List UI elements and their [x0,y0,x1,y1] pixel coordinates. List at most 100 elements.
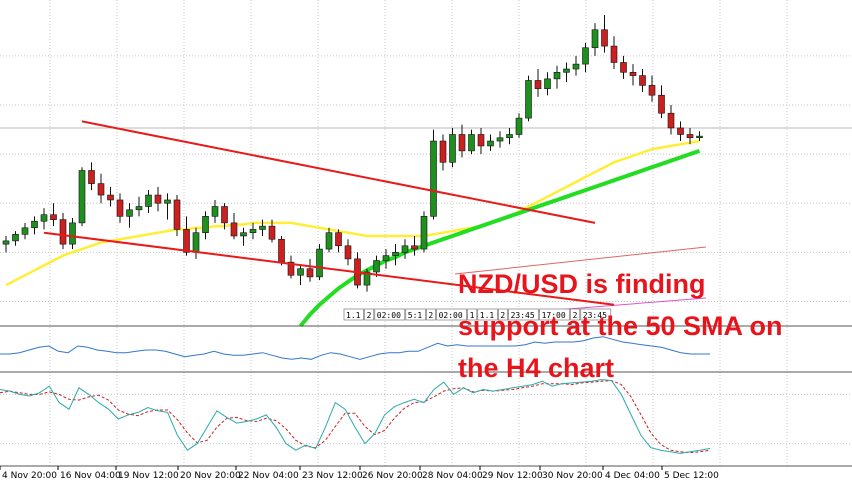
candle-body [667,112,675,129]
candle-body [21,227,29,235]
price-tag-label: 1.1 [480,311,495,320]
price-tag-label: 2 [428,311,433,320]
candle-body [221,206,228,224]
candle-body [610,45,618,63]
candle-body [620,62,627,73]
annotation-line: support at the 50 SMA on [458,311,783,341]
price-tag-label: 2 [573,311,578,320]
candle-body [192,232,200,253]
annotation-line: the H4 chart [458,353,614,383]
candle-body [363,271,371,286]
candle-body [335,232,342,247]
candle-body [173,199,181,230]
candle-body [31,220,38,229]
x-tick-label: 4 Nov 20:00 [2,471,57,481]
channel-line-lower [43,231,615,306]
candlestick-series [2,15,703,292]
price-grid [0,0,852,466]
candle-body [458,134,466,152]
candle-body [382,255,390,261]
candle-body [183,229,190,253]
candle-body [544,78,551,89]
price-tag-box [498,308,508,321]
candle-body [69,222,76,245]
annotation: NZD/USD is finding support at the 50 SMA … [458,269,783,383]
candle-body [211,206,219,217]
rsi-pane [0,336,710,360]
price-tag-label: 23:45 [511,311,535,320]
price-tag-box [405,308,426,321]
stoch-signal-line [0,379,711,454]
x-tick-label: 23 Nov 12:00 [302,471,363,481]
candle-body [107,194,114,201]
candle-body [88,170,95,184]
candle-body [306,268,314,278]
candle-body [297,268,304,276]
candle-body [430,140,437,217]
candle-body [439,140,447,163]
price-tag-box [364,308,375,321]
pane-separators [0,325,852,467]
price-tag-box [477,308,498,321]
candle-body [344,245,352,260]
x-tick-label: 29 Nov 12:00 [482,471,543,481]
candle-body [259,225,266,230]
candle-body [59,219,67,245]
annotation-line: NZD/USD is finding [458,269,705,299]
candle-body [591,29,599,49]
candle-body [572,63,580,70]
candle-body [78,170,86,224]
price-tag-label: 23:45 [583,311,607,320]
price-tag-label: 02:00 [377,311,401,320]
candle-body [411,245,418,250]
rsi-line [0,336,710,360]
candle-body [449,134,456,163]
candle-body [639,75,646,86]
candle-body [582,47,589,65]
price-tag-label: 2 [367,311,372,320]
candle-body [629,71,637,76]
candle-body [278,238,285,263]
candle-body [268,225,276,240]
candle-body [477,134,485,147]
price-tag-box [436,308,467,321]
candle-body [2,240,10,245]
price-tag-box [570,308,581,321]
price-tag-label: 02:00 [439,311,463,320]
price-tag-label: 1.1 [346,311,361,320]
candle-body [401,245,409,253]
candle-body [40,214,48,222]
price-tag-box [343,308,364,321]
candle-body [126,209,133,217]
price-tag-box [539,308,570,321]
price-tag-box [580,308,612,321]
candle-body [677,127,684,135]
candle-body [240,232,247,237]
price-tag-box [426,308,436,321]
candle-body [658,94,665,114]
candle-body [145,194,152,207]
candle-body [420,216,428,250]
candle-body [525,80,532,119]
candle-body [553,71,561,80]
sma50-line [5,139,700,287]
candle-body [496,137,504,142]
band-line-upper [454,246,707,275]
candle-body [392,252,399,256]
candle-body [601,29,608,47]
price-tag-box [374,308,406,321]
candle-body [534,80,542,89]
candle-body [164,199,171,204]
candle-body [316,248,323,278]
candle-body [325,232,333,250]
x-tick-label: 4 Dec 04:00 [605,471,660,481]
candle-body [249,229,257,233]
channel-line-upper [81,120,596,224]
x-tick-label: 5 Dec 12:00 [664,471,719,481]
candle-body [563,68,570,73]
candle-body [202,216,209,233]
stochastic-pane [0,379,852,454]
